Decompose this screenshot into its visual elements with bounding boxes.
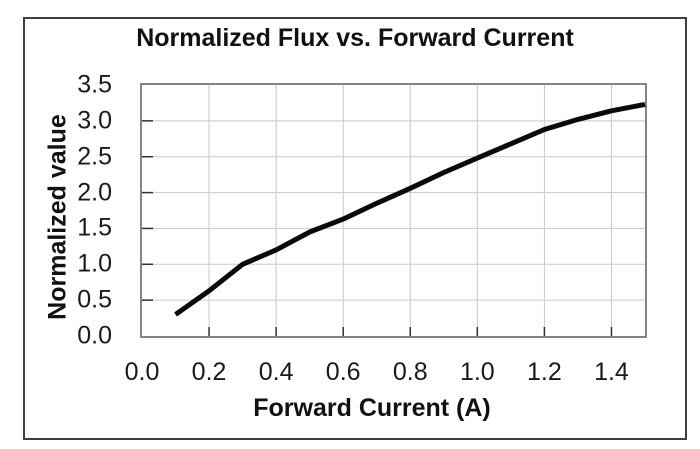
- x-tick-label: 0.6: [325, 358, 361, 386]
- y-tick-label: 1.0: [77, 249, 112, 278]
- y-tick-labels: 0.0 0.5 1.0 1.5 2.0 2.5 3.0 3.5: [0, 71, 112, 350]
- y-tick-label: 2.0: [77, 178, 112, 207]
- x-tick-label: 0.4: [258, 358, 294, 386]
- y-tick-label: 3.0: [77, 106, 112, 135]
- y-tick-label: 3.5: [77, 70, 112, 99]
- x-tick-label: 1.2: [527, 358, 562, 386]
- x-tick-label: 1.4: [594, 358, 629, 386]
- x-axis-title: Forward Current (A): [253, 394, 491, 422]
- x-tick-labels: 0.0 0.2 0.4 0.6 0.8 1.0 1.2 1.4: [125, 358, 645, 388]
- y-tick-label: 2.5: [77, 142, 112, 171]
- y-tick-label: 0.0: [77, 321, 112, 350]
- x-tick-label: 0.0: [124, 358, 160, 386]
- chart-title: Normalized Flux vs. Forward Current: [136, 24, 574, 52]
- x-tick-label: 1.0: [459, 358, 495, 386]
- flux-curve: [174, 101, 646, 317]
- x-tick-label: 0.2: [191, 358, 227, 386]
- y-tick-label: 1.5: [77, 213, 112, 242]
- plot-area: [140, 83, 647, 338]
- y-tick-label: 0.5: [77, 285, 112, 314]
- x-tick-label: 0.8: [392, 358, 428, 386]
- plot-svg: [142, 85, 646, 336]
